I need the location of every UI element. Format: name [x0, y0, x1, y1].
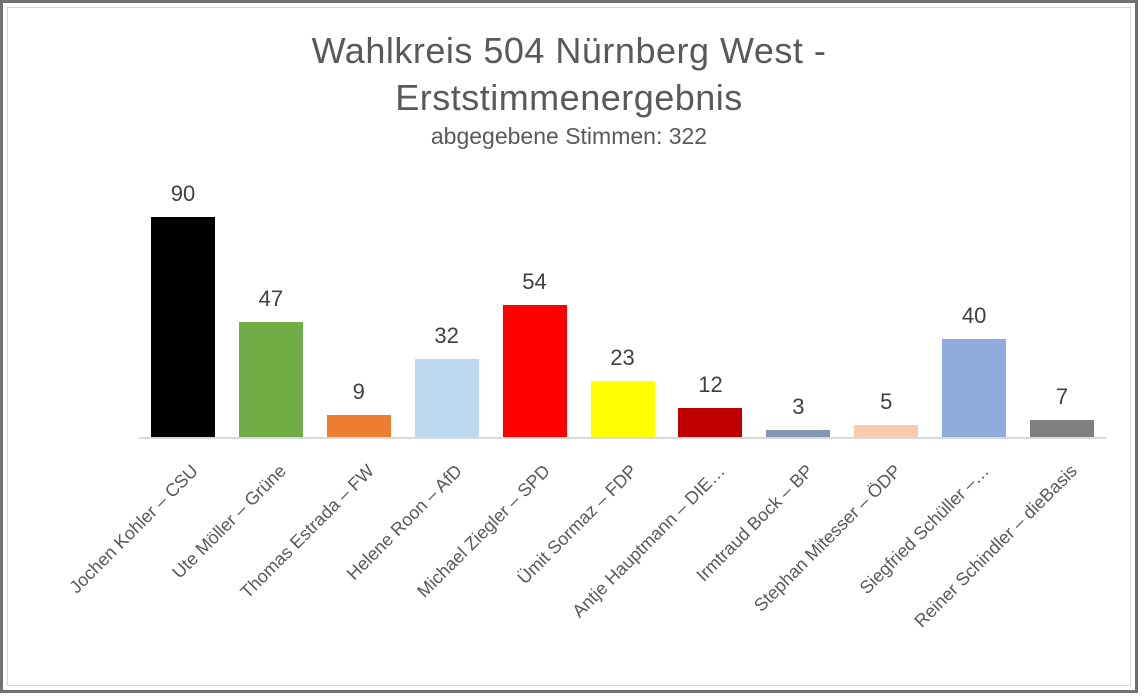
x-axis-label-7: Antje Hauptmann – DIE…: [568, 460, 730, 622]
bar-7: [678, 408, 743, 437]
chart-title-line-1: Wahlkreis 504 Nürnberg West -: [311, 30, 827, 71]
bar-1: [151, 217, 215, 437]
bar-5: [502, 305, 567, 437]
bar-3: [326, 415, 391, 437]
bar-value-label-3: 9: [352, 379, 365, 404]
bar-value-label-2: 47: [258, 286, 284, 311]
bar-value-label-11: 7: [1055, 384, 1069, 409]
bar-value-label-5: 54: [522, 269, 547, 294]
x-axis-line: [139, 437, 1106, 439]
bar-value-label-4: 32: [434, 323, 459, 348]
x-axis-label-9: Stephan Mitesser – ÖDP: [750, 460, 906, 616]
bar-9: [854, 425, 919, 437]
bar-value-label-6: 23: [610, 345, 635, 370]
bar-value-label-9: 5: [880, 389, 893, 414]
x-axis-label-11: Reiner Schindler – dieBasis: [910, 460, 1081, 632]
chart-title-block: Wahlkreis 504 Nürnberg West - Erststimme…: [3, 27, 1135, 152]
chart-subtitle: abgegebene Stimmen: 322: [430, 123, 708, 149]
bar-10: [942, 339, 1007, 437]
bar-value-label-7: 12: [698, 372, 723, 397]
bar-2: [238, 322, 303, 437]
bar-11: [1030, 420, 1094, 437]
bar-4: [414, 359, 479, 437]
bar-8: [766, 430, 831, 437]
bar-6: [590, 381, 655, 437]
bar-value-label-8: 3: [792, 394, 805, 419]
chart-title-line-2: Erststimmenergebnis: [395, 77, 743, 118]
bar-value-label-1: 90: [170, 181, 196, 206]
bar-value-label-10: 40: [961, 303, 987, 328]
